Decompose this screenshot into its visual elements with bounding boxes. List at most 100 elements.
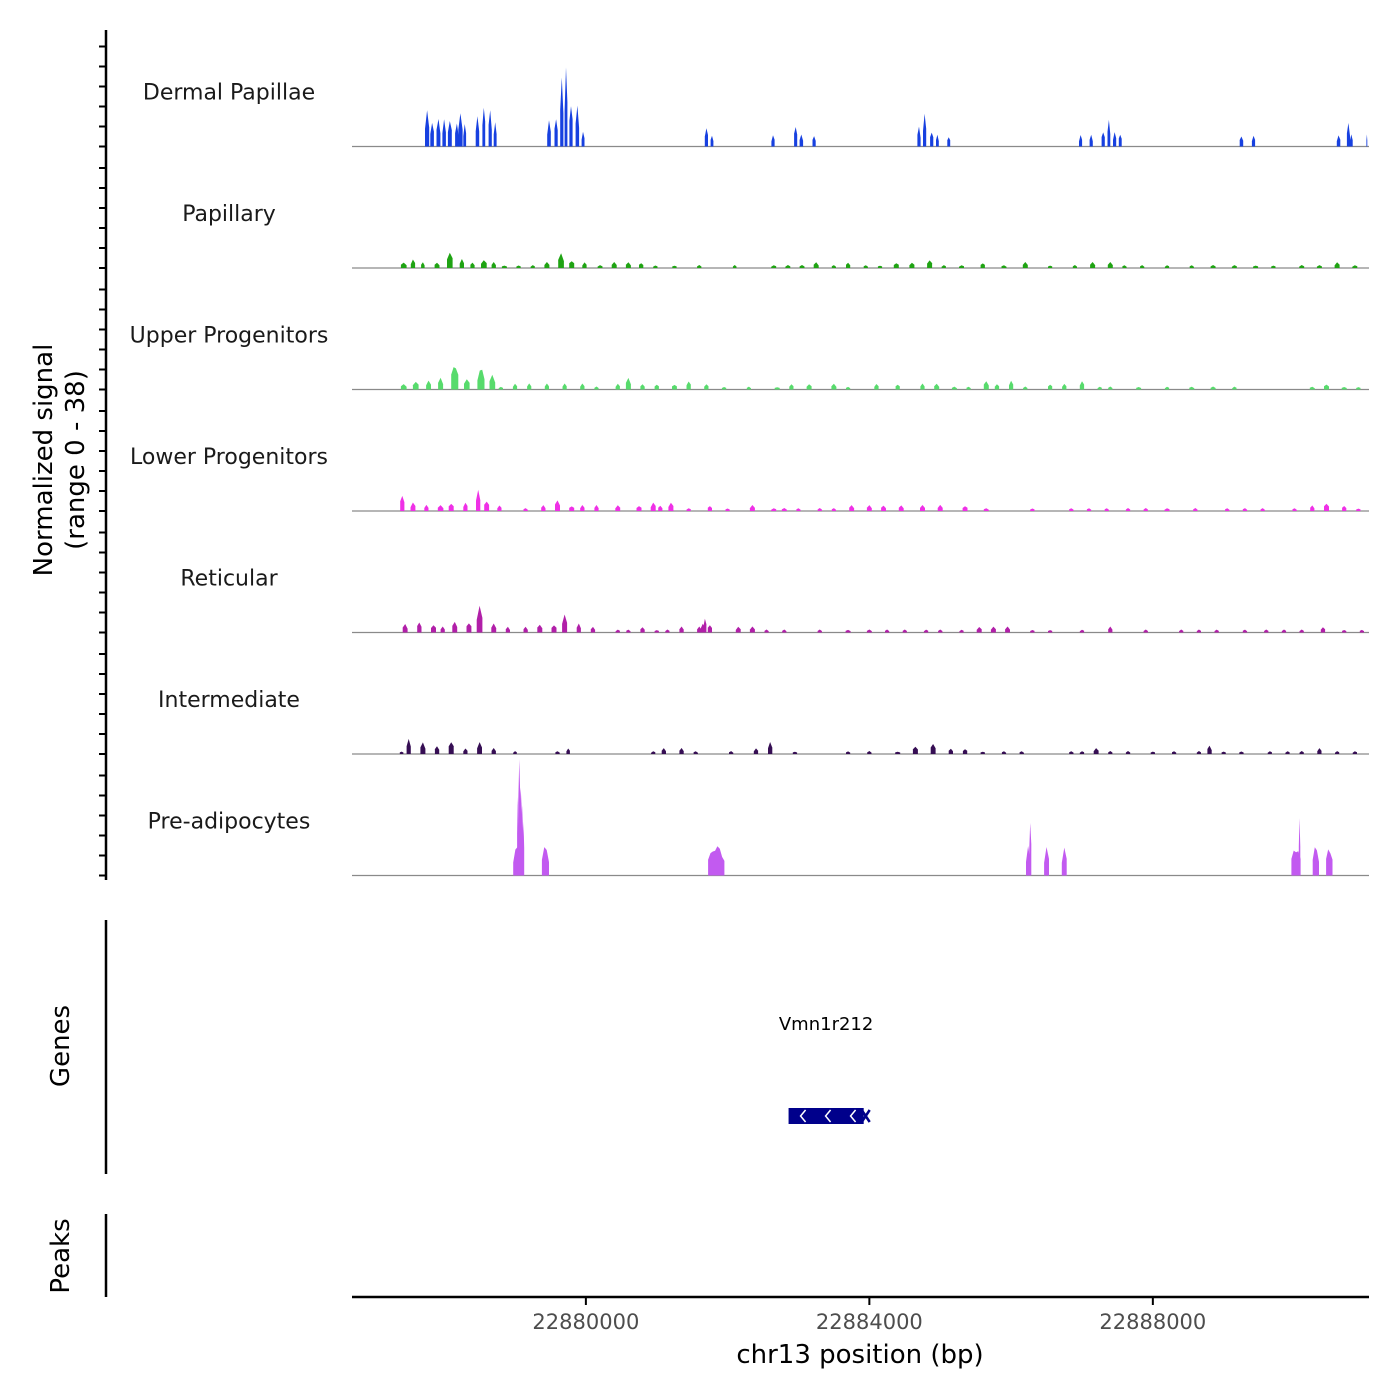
x-axis-ticks: 22880000 22884000 22888000 — [532, 1297, 1206, 1334]
signal-peak — [544, 383, 549, 390]
signal-peak — [1097, 386, 1102, 390]
signal-peak — [551, 625, 557, 633]
signal-peak — [1309, 386, 1315, 390]
signal-peak — [817, 629, 822, 633]
signal-peak — [521, 805, 524, 876]
signal-peak — [470, 262, 475, 268]
signal-peak — [651, 751, 656, 754]
track-label: Lower Progenitors — [130, 445, 328, 470]
signal-peak — [947, 137, 951, 147]
signal-peak — [1196, 751, 1201, 754]
signal-peak — [1048, 384, 1053, 390]
signal-peak — [615, 629, 620, 633]
signal-peak — [1193, 508, 1198, 511]
signal-peak — [544, 262, 550, 268]
signal-peak — [1143, 629, 1148, 633]
signal-peak — [665, 629, 670, 633]
signal-peak — [481, 260, 487, 268]
signal-peak — [611, 262, 617, 268]
signal-peak — [930, 132, 934, 147]
signal-peak — [1044, 847, 1049, 876]
signal-peak — [1242, 508, 1248, 511]
signal-peak — [451, 367, 459, 390]
signal-peak — [1225, 508, 1230, 511]
signal-peak — [846, 751, 851, 754]
signal-peak — [400, 384, 407, 390]
signal-peak — [1107, 262, 1113, 268]
track-reticular: Reticular — [180, 567, 1369, 634]
peaks-track-label: Peaks — [46, 1218, 76, 1293]
signal-peak — [517, 797, 519, 876]
signal-peak — [707, 625, 712, 633]
signal-peak — [1093, 748, 1099, 754]
signal-peak — [1231, 265, 1237, 268]
signal-peak — [576, 623, 581, 633]
signal-peak — [1260, 508, 1265, 511]
track-label: Upper Progenitors — [130, 324, 329, 349]
signal-peak — [512, 383, 518, 390]
track-intermediate: Intermediate — [158, 688, 1369, 755]
strand-arrow — [824, 1109, 832, 1123]
signal-peak — [980, 751, 985, 754]
signal-peak — [1251, 135, 1256, 147]
signal-peak — [1030, 630, 1035, 633]
signal-peak — [1299, 265, 1305, 268]
track-label: Reticular — [180, 567, 278, 592]
signal-peak — [1214, 629, 1219, 633]
signal-peak — [806, 384, 812, 390]
signal-peak — [654, 384, 659, 390]
signal-peak — [1150, 751, 1155, 754]
signal-peak — [895, 384, 900, 390]
signal-peak — [1048, 265, 1053, 268]
signal-peak — [898, 505, 904, 511]
signal-peak — [562, 383, 567, 390]
signal-peak — [893, 263, 899, 268]
signal-peak — [799, 265, 805, 268]
signal-peak — [437, 505, 444, 511]
signal-peak — [597, 265, 603, 268]
signal-peak — [1292, 508, 1297, 511]
track-label: Dermal Papillae — [143, 81, 315, 106]
signal-peak — [1346, 123, 1350, 147]
signal-peak — [1022, 262, 1028, 268]
signal-peak — [530, 265, 535, 268]
signal-peak — [650, 502, 656, 511]
signal-peak — [846, 386, 851, 390]
signal-peak — [877, 265, 883, 268]
signal-peak — [615, 383, 620, 390]
signal-tracks: Dermal Papillae Papillary Upper Progenitor… — [130, 67, 1369, 877]
signal-peak — [555, 500, 560, 511]
signal-peak — [541, 505, 546, 511]
signal-peak — [771, 265, 777, 268]
signal-peak — [1118, 134, 1122, 147]
signal-peak — [693, 751, 698, 754]
signal-peak — [505, 626, 510, 633]
signal-peak — [1122, 265, 1127, 268]
signal-peak — [653, 265, 658, 268]
signal-peak — [1108, 386, 1113, 390]
signal-peak — [497, 505, 502, 511]
signal-peak — [430, 122, 434, 147]
signal-peak — [448, 742, 454, 754]
track-lower-progenitors: Lower Progenitors — [130, 445, 1369, 512]
signal-peak — [866, 505, 872, 511]
signal-peak — [941, 265, 946, 268]
signal-peak — [1079, 751, 1085, 754]
signal-peak — [489, 374, 496, 390]
track-label: Pre-adipocytes — [148, 810, 311, 835]
signal-peak — [732, 265, 737, 268]
signal-peak — [679, 626, 684, 633]
signal-peak — [881, 505, 886, 511]
peaks-panel: Peaks — [46, 1214, 108, 1297]
signal-peak — [560, 77, 564, 147]
signal-peak — [1298, 818, 1301, 876]
signal-peak — [697, 265, 702, 268]
signal-peak — [749, 505, 755, 511]
signal-peak — [697, 626, 702, 633]
signal-peak — [1086, 508, 1092, 511]
signal-peak — [434, 746, 440, 754]
signal-peak — [1079, 381, 1085, 390]
signal-peak — [792, 751, 798, 754]
signal-peak — [594, 386, 599, 390]
signal-peak — [434, 262, 440, 268]
